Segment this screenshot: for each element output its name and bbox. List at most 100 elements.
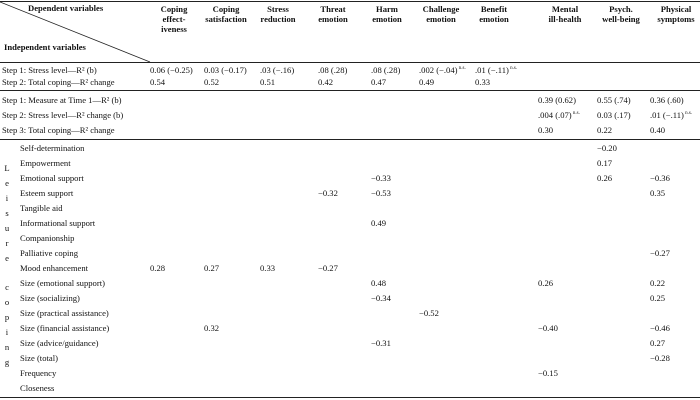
column-header-line: effect-: [162, 14, 186, 24]
cell-value: .08 (.28): [371, 65, 401, 75]
non-significant-mark: n.s.: [571, 111, 580, 117]
cell-value: 0.55 (.74): [597, 95, 631, 105]
cell-value: 0.06 (−0.25): [150, 65, 193, 75]
column-header-line: Mental: [551, 4, 579, 14]
table-row: Step 1: Stress level—R² (b) 0.06 (−0.25) 0…: [0, 64, 700, 79]
independent-variables-label: Independent variables: [4, 42, 86, 52]
table-row: Step 2: Total coping—R² change 0.54 0.52 0.…: [0, 76, 700, 91]
cell-value: 0.03 (−0.17): [204, 65, 247, 75]
table-row: Step 3: Total coping—R² change 0.30 0.22 0.…: [0, 124, 700, 139]
cell-value: 0.17: [597, 158, 613, 168]
table-cell: 0.49: [419, 76, 434, 88]
table-cell: −0.52: [419, 307, 439, 319]
non-significant-mark: n.s.: [683, 111, 693, 117]
table-cell: −0.53: [371, 187, 391, 199]
table-cell: 0.22: [650, 277, 665, 289]
row-label: Tangible aid: [20, 203, 63, 213]
cell-value: .01 (−.11): [475, 65, 509, 75]
table-cell: −0.46: [650, 322, 670, 334]
row-label: Size (emotional support): [20, 278, 105, 288]
cell-value: 0.35: [650, 188, 666, 198]
cell-value: 0.22: [650, 278, 666, 288]
cell-value: −0.20: [597, 143, 617, 153]
table-cell: 0.49: [371, 217, 386, 229]
table-cell: 0.35: [650, 187, 665, 199]
row-label: Mood enhancement: [20, 263, 89, 273]
table-row: Size (financial assistance) 0.32 −0.40 −0.4…: [0, 322, 700, 337]
column-header-line: Stress: [267, 4, 289, 14]
table-row: Mood enhancement 0.28 0.27 0.33 −0.27: [0, 262, 700, 277]
column-header: Challenge emotion: [416, 4, 466, 24]
cell-value: 0.33: [475, 77, 491, 87]
cell-value: −0.31: [371, 338, 391, 348]
cell-value: 0.27: [204, 263, 220, 273]
side-label-letter: p: [4, 312, 10, 322]
row-label: Emotional support: [20, 173, 84, 183]
row-label: Informational support: [20, 218, 96, 228]
side-label-letter: o: [4, 297, 10, 307]
table-cell: 0.03 (.17): [597, 109, 631, 121]
cell-value: .01 (−.11): [650, 110, 684, 120]
cell-value: 0.49: [419, 77, 435, 87]
side-label-letter: c: [5, 282, 9, 292]
table-cell: 0.40: [650, 124, 665, 136]
cell-value: −0.34: [371, 293, 391, 303]
table-cell: −0.27: [650, 247, 670, 259]
table-cell: 0.33: [260, 262, 275, 274]
column-header-line: Coping: [160, 4, 188, 14]
table-cell: 0.25: [650, 292, 665, 304]
column-header-line: Psych.: [609, 4, 633, 14]
block-divider-rule-2: [0, 139, 700, 140]
table-cell: .03 (−.16): [260, 64, 294, 76]
table-cell: 0.30: [538, 124, 553, 136]
column-header-line: well-being: [602, 14, 640, 24]
table-row: Informational support 0.49: [0, 217, 700, 232]
side-label-letter: e: [5, 253, 9, 263]
column-header-line: symptoms: [657, 14, 695, 24]
cell-value: .03 (−.16): [260, 65, 295, 75]
cell-value: 0.42: [318, 77, 334, 87]
table-cell: 0.26: [538, 277, 553, 289]
column-header-line: Benefit: [480, 4, 508, 14]
cell-value: 0.26: [538, 278, 554, 288]
table-cell: 0.28: [150, 262, 165, 274]
column-header-line: emotion: [479, 14, 509, 24]
row-label: Size (financial assistance): [20, 323, 110, 333]
table-cell: 0.27: [204, 262, 219, 274]
table-row: Emotional support −0.33 0.26 −0.36: [0, 172, 700, 187]
cell-value: −0.52: [419, 308, 439, 318]
cell-value: 0.40: [650, 125, 666, 135]
column-header: Physical symptoms: [650, 4, 700, 24]
table-cell: −0.32: [318, 187, 338, 199]
table-cell: 0.48: [371, 277, 386, 289]
table-cell: −0.27: [318, 262, 338, 274]
cell-value: 0.54: [150, 77, 166, 87]
bottom-rule: [0, 397, 700, 398]
cell-value: −0.27: [650, 248, 670, 258]
column-header-line: Challenge: [422, 4, 460, 14]
cell-value: 0.36 (.60): [650, 95, 684, 105]
table-cell: 0.36 (.60): [650, 94, 684, 106]
side-label-letter: e: [5, 178, 9, 188]
column-header: Harm emotion: [364, 4, 410, 24]
row-label: Esteem support: [20, 188, 74, 198]
table-row: Size (practical assistance) −0.52: [0, 307, 700, 322]
cell-value: 0.26: [597, 173, 613, 183]
block-divider-rule: [0, 90, 700, 91]
row-label: Step 3: Total coping—R² change: [2, 125, 115, 135]
table-cell: −0.15: [538, 367, 558, 379]
table-row: Step 2: Stress level—R² change (b) .004 (…: [0, 109, 700, 124]
table-cell: −0.20: [597, 142, 617, 154]
cell-value: 0.03 (.17): [597, 110, 631, 120]
cell-value: 0.32: [204, 323, 220, 333]
cell-value: −0.46: [650, 323, 670, 333]
cell-value: −0.53: [371, 188, 391, 198]
table-row: Esteem support −0.32 −0.53 0.35: [0, 187, 700, 202]
table-cell: 0.54: [150, 76, 165, 88]
table-cell: 0.03 (−0.17): [204, 64, 247, 76]
table-cell: −0.34: [371, 292, 391, 304]
row-label: Closeness: [20, 383, 55, 393]
side-label-letter: r: [5, 238, 9, 248]
cell-value: −0.32: [318, 188, 338, 198]
